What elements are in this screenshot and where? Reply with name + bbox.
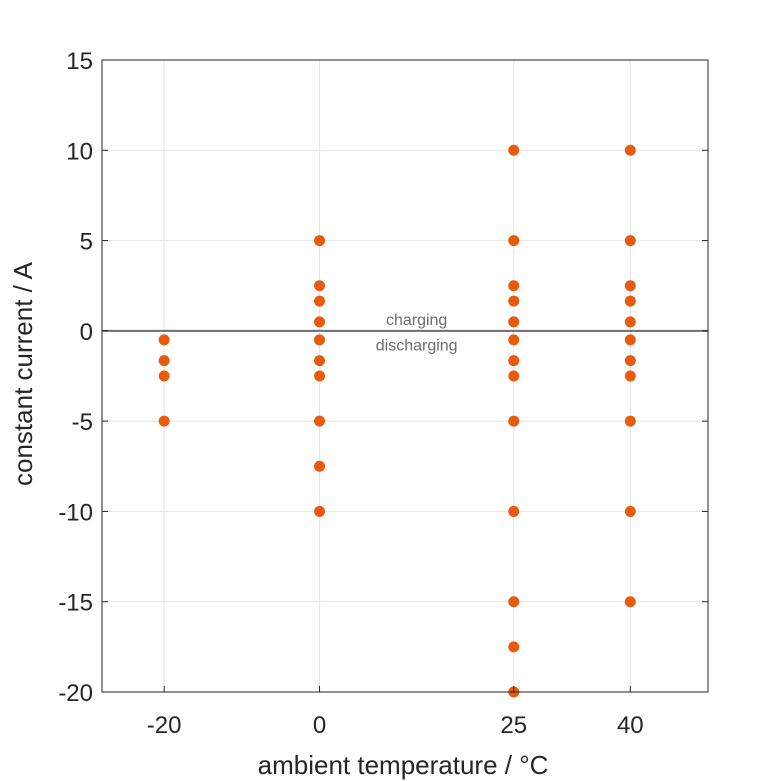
data-point bbox=[624, 144, 636, 156]
data-point bbox=[314, 460, 326, 472]
data-point bbox=[624, 235, 636, 247]
data-point bbox=[624, 295, 636, 307]
data-point bbox=[624, 370, 636, 382]
y-tick-label: 5 bbox=[80, 229, 93, 256]
data-point bbox=[314, 316, 326, 328]
x-tick-label: -20 bbox=[147, 712, 182, 739]
data-point bbox=[508, 505, 520, 517]
x-tick-label: 0 bbox=[313, 712, 326, 739]
data-point bbox=[624, 334, 636, 346]
data-point bbox=[314, 370, 326, 382]
plot-frame bbox=[101, 59, 709, 693]
data-point bbox=[158, 370, 170, 382]
data-point bbox=[508, 295, 520, 307]
data-point bbox=[158, 334, 170, 346]
x-axis: -20 0 25 40 bbox=[147, 686, 644, 739]
data-point bbox=[314, 295, 326, 307]
data-point bbox=[314, 334, 326, 346]
data-point bbox=[508, 316, 520, 328]
y-axis-title: constant current / A bbox=[8, 261, 38, 486]
data-point bbox=[508, 415, 520, 427]
data-point bbox=[624, 316, 636, 328]
data-point bbox=[314, 355, 326, 367]
data-point bbox=[314, 235, 326, 247]
data-point bbox=[508, 596, 520, 608]
data-point bbox=[508, 144, 520, 156]
data-point bbox=[508, 641, 520, 653]
data-point bbox=[508, 355, 520, 367]
data-point bbox=[624, 505, 636, 517]
y-tick-label: -5 bbox=[72, 409, 93, 436]
y-tick-label: 15 bbox=[66, 48, 93, 75]
y-tick-label: -20 bbox=[58, 680, 93, 707]
data-point bbox=[624, 415, 636, 427]
y-tick-label: -15 bbox=[58, 590, 93, 617]
annotations: charging discharging bbox=[376, 312, 458, 354]
grid bbox=[102, 59, 708, 693]
data-point bbox=[158, 415, 170, 427]
annotation-charging: charging bbox=[386, 312, 447, 329]
y-axis: 15 10 5 0 -5 -10 -15 -20 bbox=[58, 48, 708, 707]
x-axis-title: ambient temperature / °C bbox=[258, 750, 549, 780]
x-tick-label: 25 bbox=[500, 712, 527, 739]
data-point bbox=[508, 235, 520, 247]
data-point bbox=[624, 355, 636, 367]
data-point bbox=[314, 415, 326, 427]
x-tick-label: 40 bbox=[617, 712, 644, 739]
y-tick-label: 10 bbox=[66, 138, 93, 165]
data-point bbox=[624, 596, 636, 608]
data-point bbox=[624, 280, 636, 292]
y-tick-label: 0 bbox=[80, 319, 93, 346]
data-point bbox=[508, 280, 520, 292]
data-point bbox=[314, 505, 326, 517]
data-points bbox=[158, 144, 636, 698]
y-tick-label: -10 bbox=[58, 499, 93, 526]
annotation-discharging: discharging bbox=[376, 337, 458, 354]
data-point bbox=[158, 355, 170, 367]
data-point bbox=[314, 280, 326, 292]
data-point bbox=[508, 334, 520, 346]
data-point bbox=[508, 370, 520, 382]
